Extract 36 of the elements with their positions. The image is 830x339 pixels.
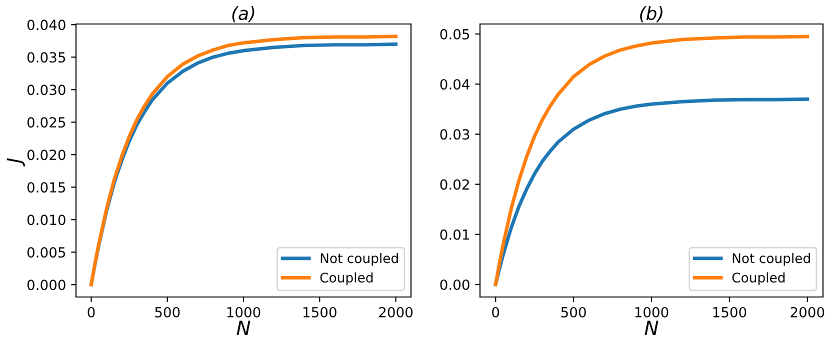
legend-label: Not coupled [320,252,398,266]
y-axis-title: J [6,158,25,167]
x-axis-title: N [236,320,250,335]
chart-title: (b) [640,6,662,22]
x-axis-title: N [644,320,658,335]
y-tick-label: 0.040 [27,20,66,30]
y-tick-label: 0.03 [440,129,470,140]
legend-label: Coupled [320,272,373,286]
y-tick-label: 0.015 [27,182,66,193]
line-series [494,34,810,286]
x-tick-label: 1000 [227,306,260,318]
legend-label: Coupled [732,272,785,286]
y-tick-label: 0.005 [27,247,66,258]
y-tick-label: 0.00 [440,279,470,290]
x-tick-label: 0 [492,306,500,318]
x-tick-label: 2000 [790,306,824,318]
x-tick-label: 500 [561,306,586,318]
x-tick-label: 1000 [635,306,668,318]
y-tick-label: 0.025 [27,117,66,128]
x-tick-label: 500 [155,306,180,318]
legend-label: Not coupled [732,252,810,266]
y-tick-label: 0.030 [27,84,66,96]
x-tick-label: 1500 [303,306,336,318]
y-tick-label: 0.035 [27,52,66,63]
y-tick-label: 0.05 [440,28,470,40]
y-tick-label: 0.010 [27,214,66,226]
y-tick-label: 0.02 [440,179,469,190]
x-tick-label: 2000 [379,306,413,318]
y-tick-label: 0.04 [440,79,470,90]
y-tick-label: 0.01 [440,229,469,240]
x-tick-label: 1500 [713,306,746,318]
x-tick-label: 0 [88,306,95,318]
chart-title: (a) [232,6,254,22]
y-tick-label: 0.000 [27,280,66,290]
line-series [494,97,810,286]
y-tick-label: 0.020 [27,150,66,160]
